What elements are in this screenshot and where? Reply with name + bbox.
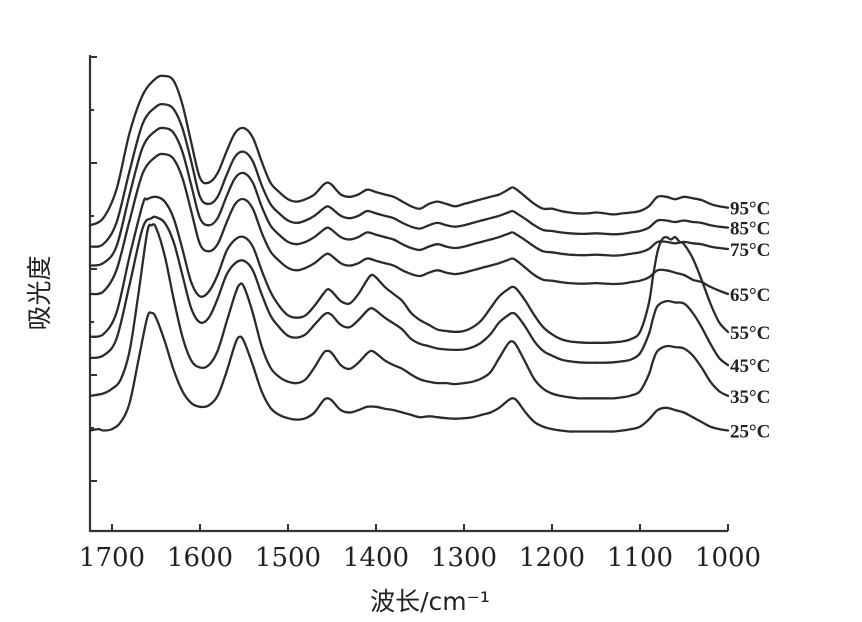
series-label: 35°C [730,387,770,408]
series-line [88,223,730,400]
y-axis-label: 吸光度 [25,255,54,330]
series-line [88,102,730,248]
series-label: 45°C [730,356,770,377]
x-tick-label: 1400 [343,543,409,573]
plot-area [88,74,730,433]
x-tick-label: 1600 [167,543,233,573]
series-labels: 95°C85°C75°C 65°C 55°C 45°C 35°C 25°C [730,199,770,443]
series-label: 65°C [730,285,770,306]
series-line [88,195,730,344]
series-label: 75°C [730,240,770,261]
series-line [88,126,730,267]
series-label: 25°C [730,422,770,443]
x-tick-label: 1000 [695,543,761,573]
series-line [88,152,730,296]
series-line [88,311,730,433]
x-tick-label: 1100 [607,543,673,573]
x-tick-label: 1300 [431,543,497,573]
series-line [88,215,730,367]
series-line [88,74,730,227]
series-label: 85°C [730,219,770,240]
x-axis-label: 波长/cm⁻¹ [370,587,490,616]
series-label: 95°C [730,199,770,220]
x-tick-label: 1700 [79,543,145,573]
x-axis: 1700 1600 1500 1400 1300 1200 1100 1000 [79,524,761,573]
x-tick-label: 1200 [519,543,585,573]
series-label: 55°C [730,323,770,344]
x-tick-label: 1500 [255,543,321,573]
